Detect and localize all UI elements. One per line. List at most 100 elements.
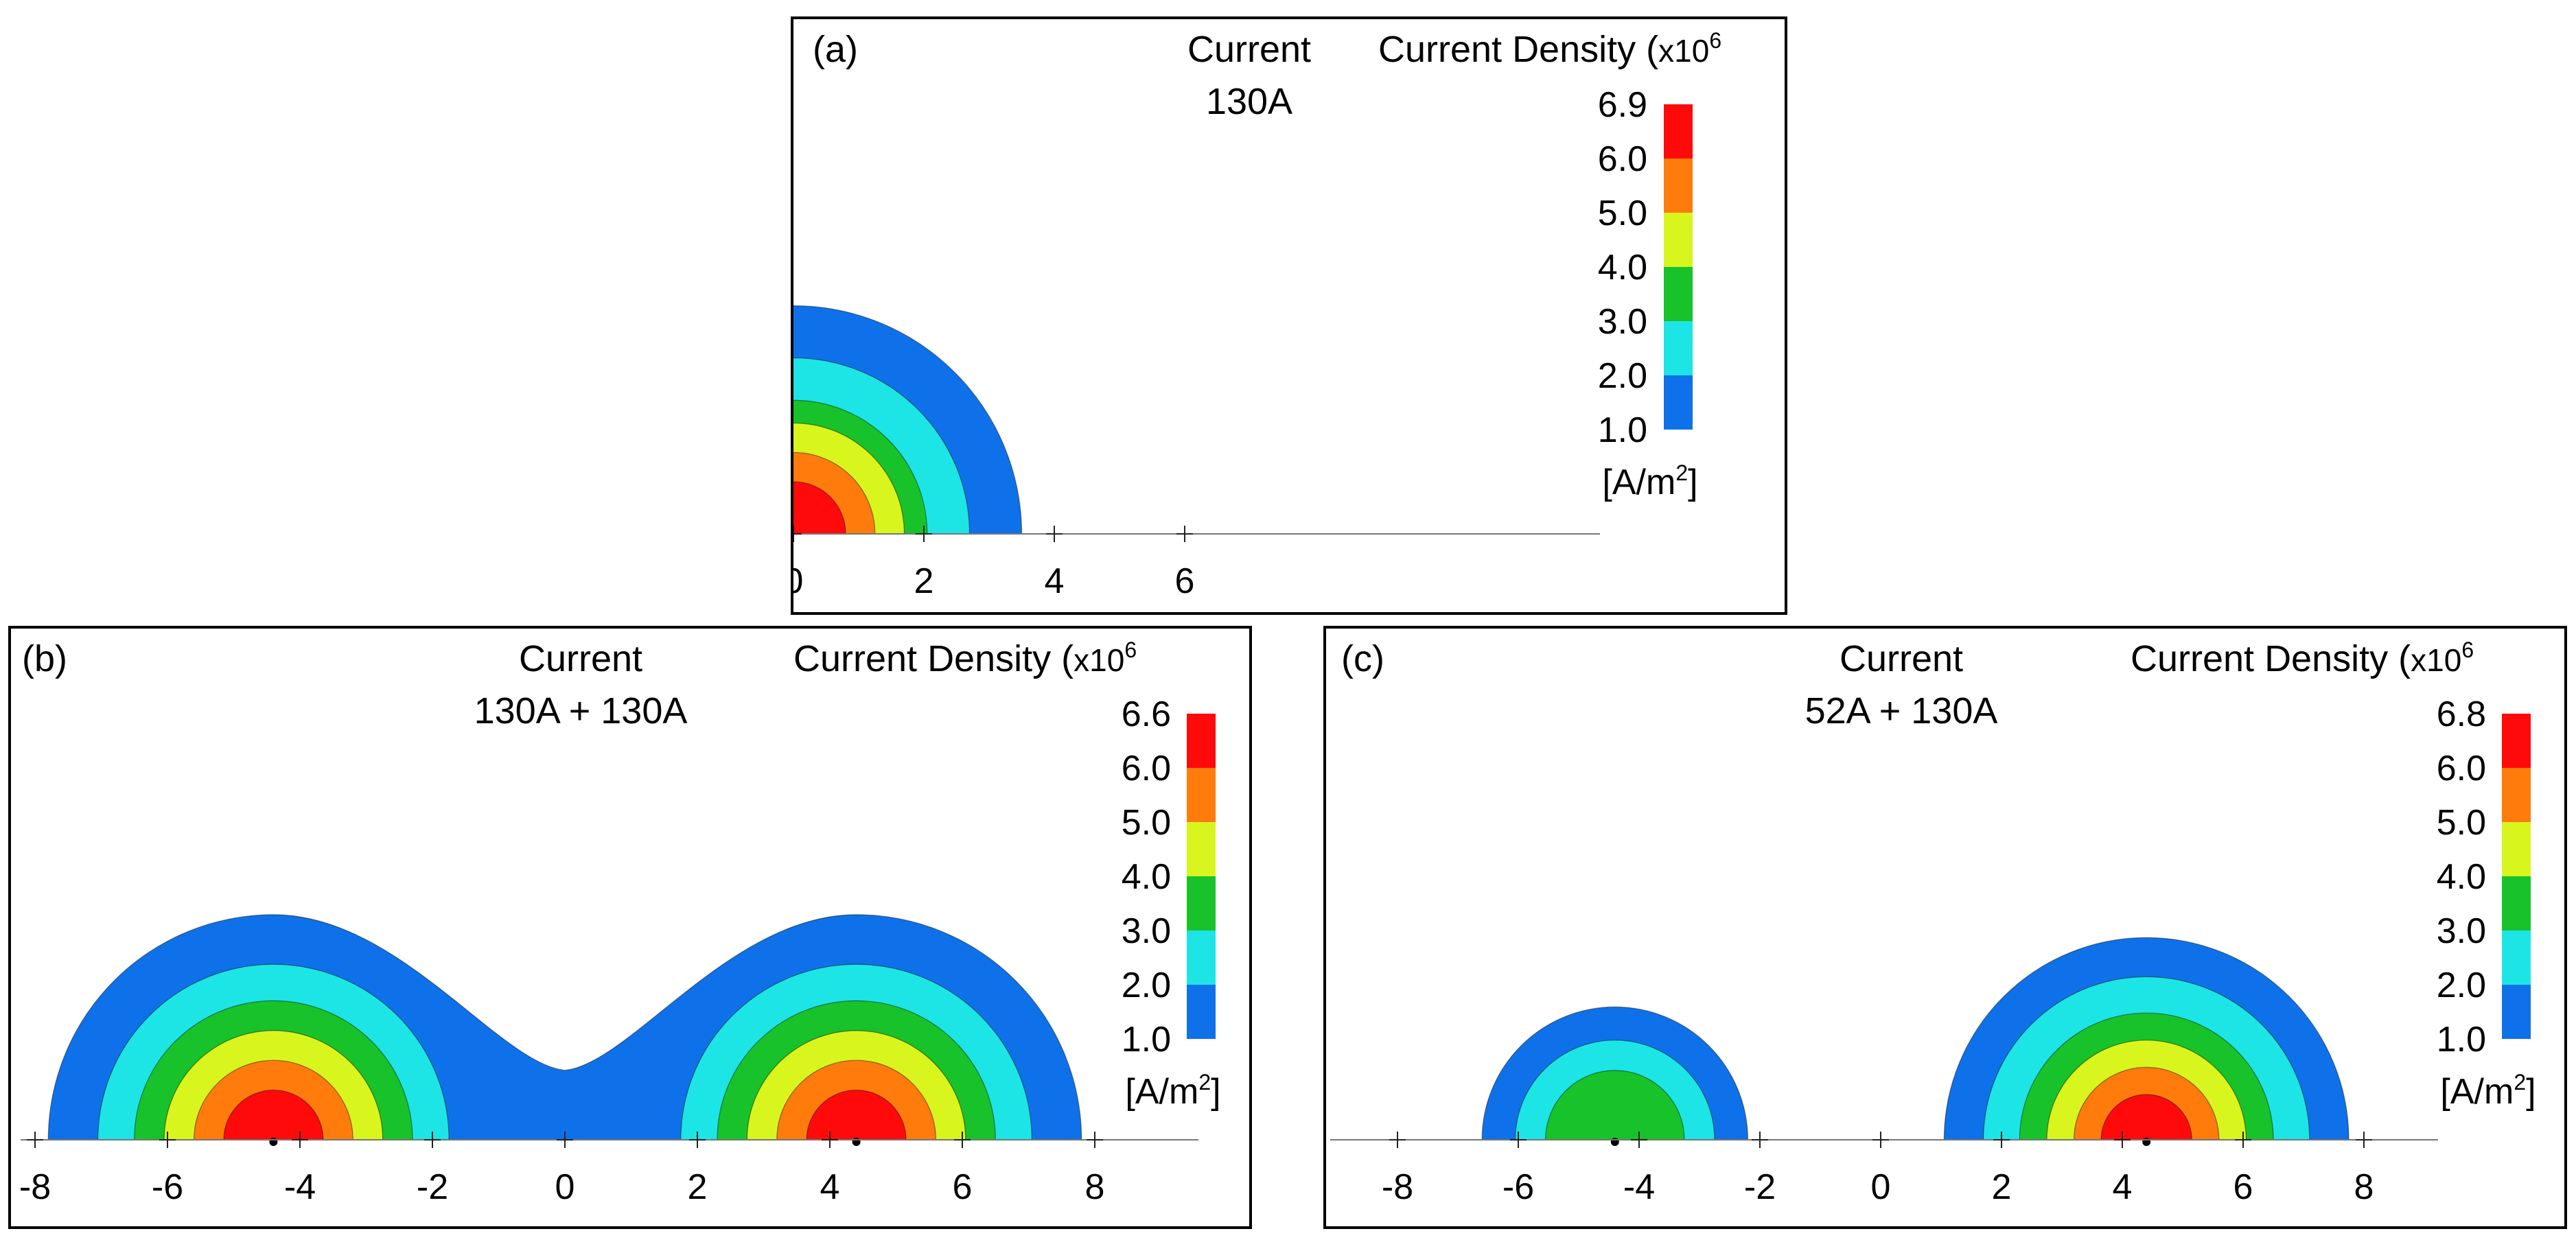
x-tick-label: -6 [152,1167,183,1207]
x-tick-label: 4 [1045,561,1065,601]
chart-b: -8 -6 -4 -2 0 2 4 6 8 (b) Current 130A + 130A Curren… [19,637,1221,1207]
colorbar-swatch [1664,213,1693,267]
colorbar-tick-label: 6.9 [1598,85,1647,125]
x-tick-label: -2 [1744,1167,1776,1207]
colorbar-title: Current Density (x106 [2131,637,2474,679]
colorbar-multiplier: x10 [1658,33,1709,69]
colorbar-tick-label: 5.0 [2437,803,2486,843]
colorbar-tick-label: 4.0 [2437,857,2486,897]
contour-level-5 [806,1090,907,1140]
colorbar-title-text: Current Density [793,638,1051,679]
colorbar-tick-label: 2.0 [1598,356,1647,396]
x-tick-label: 0 [793,561,803,601]
colorbar-tick-label: 3.0 [2437,911,2486,951]
x-tick-label: 4 [820,1167,840,1207]
colorbar-tick-label: 5.0 [1122,803,1171,843]
x-tick-label: -4 [284,1167,316,1207]
conductor-point [1610,1138,1619,1146]
contour-fills [47,914,1082,1140]
colorbar-tick-label: 4.0 [1598,248,1647,288]
x-tick-label: 0 [555,1167,575,1207]
colorbar-tick-label: 6.0 [2437,749,2486,788]
x-tick-label: -4 [1623,1167,1655,1207]
colorbar-tick-label: 1.0 [2437,1020,2486,1060]
current-heading: Current [1840,638,1963,679]
colorbar-title: Current Density (x106 [793,637,1137,679]
panel-label: (a) [813,29,858,70]
colorbar-swatch [1187,714,1216,768]
colorbar-tick-label: 1.0 [1598,410,1647,450]
x-tick-label: -6 [1502,1167,1534,1207]
colorbar-paren-open: ( [1636,29,1658,70]
colorbar-multiplier: x10 [2411,642,2461,678]
colorbar-tick-label: 3.0 [1122,911,1171,951]
colorbar: 6.8 6.0 5.0 4.0 3.0 2.0 1.0 [2437,694,2531,1060]
contour-fills [1481,937,2349,1140]
colorbar-swatch [2502,822,2531,876]
x-tick-label: 2 [688,1167,708,1207]
colorbar-tick-label: 3.0 [1598,302,1647,342]
conductor-point [269,1138,278,1146]
colorbar-unit-exponent: 2 [1198,1070,1211,1095]
chart-c: -8 -6 -4 -2 0 2 4 6 8 (c) Current 52A + 130A Current… [1330,637,2536,1207]
x-tick-label: 0 [1871,1167,1891,1207]
colorbar-unit-close: ] [1211,1072,1220,1112]
colorbar: 6.9 6.0 5.0 4.0 3.0 2.0 1.0 [1598,85,1693,450]
x-tick-label: -8 [19,1167,51,1207]
current-value: 130A + 130A [474,690,688,732]
current-value: 52A + 130A [1805,690,1998,732]
colorbar-multiplier: x10 [1074,642,1124,678]
colorbar-exponent: 6 [1124,637,1137,662]
colorbar-unit-text: [A/m [1602,463,1675,502]
x-tick-label: 6 [953,1167,973,1207]
colorbar-paren-open: ( [2388,638,2411,679]
colorbar-unit-text: [A/m [2440,1072,2514,1112]
colorbar-swatch [1187,985,1216,1039]
colorbar-swatch [1187,822,1216,876]
x-axis: -8 -6 -4 -2 0 2 4 6 8 [19,1132,1198,1207]
colorbar-swatch [2502,876,2531,931]
colorbar-swatch [2502,768,2531,822]
panel-b: -8 -6 -4 -2 0 2 4 6 8 (b) Current 130A + 130A Curren… [8,626,1252,1229]
colorbar-unit-exponent: 2 [1675,460,1688,485]
conductor-point [852,1138,861,1146]
colorbar-unit-exponent: 2 [2514,1070,2526,1095]
contour-level-5 [2100,1094,2192,1140]
contour-level-5 [793,481,846,535]
colorbar-tick-label: 6.6 [1122,694,1171,734]
x-tick-label: 8 [2354,1167,2374,1207]
colorbar-paren-open: ( [1051,638,1074,679]
colorbar: 6.6 6.0 5.0 4.0 3.0 2.0 1.0 [1122,694,1216,1060]
colorbar-title: Current Density (x106 [1378,28,1721,70]
colorbar-swatch [2502,931,2531,985]
contour-fills [793,305,1023,535]
colorbar-swatch [1187,931,1216,985]
colorbar-unit: [A/m2] [1602,460,1697,502]
contour-level-2 [1544,1070,1685,1140]
contour-level-5 [223,1090,324,1140]
x-tick-label: 8 [1085,1167,1105,1207]
colorbar-unit: [A/m2] [2440,1070,2536,1112]
x-tick-label: -8 [1382,1167,1413,1207]
current-heading: Current [1187,29,1311,70]
colorbar-unit: [A/m2] [1125,1070,1220,1112]
colorbar-unit-close: ] [1688,463,1697,502]
x-tick-label: 6 [2233,1167,2253,1207]
colorbar-tick-label: 5.0 [1598,194,1647,233]
colorbar-swatch [1664,159,1693,213]
panel-label: (c) [1341,638,1384,679]
colorbar-swatch [1187,768,1216,822]
colorbar-exponent: 6 [2461,637,2474,662]
colorbar-unit-close: ] [2526,1072,2536,1112]
x-tick-label: 2 [1992,1167,2012,1207]
colorbar-swatch [2502,985,2531,1039]
colorbar-tick-label: 6.0 [1122,749,1171,788]
colorbar-title-text: Current Density [2131,638,2388,679]
colorbar-tick-label: 6.8 [2437,694,2486,734]
colorbar-swatch [1664,267,1693,321]
x-tick-label: 4 [2113,1167,2133,1207]
colorbar-unit-text: [A/m [1125,1072,1198,1112]
